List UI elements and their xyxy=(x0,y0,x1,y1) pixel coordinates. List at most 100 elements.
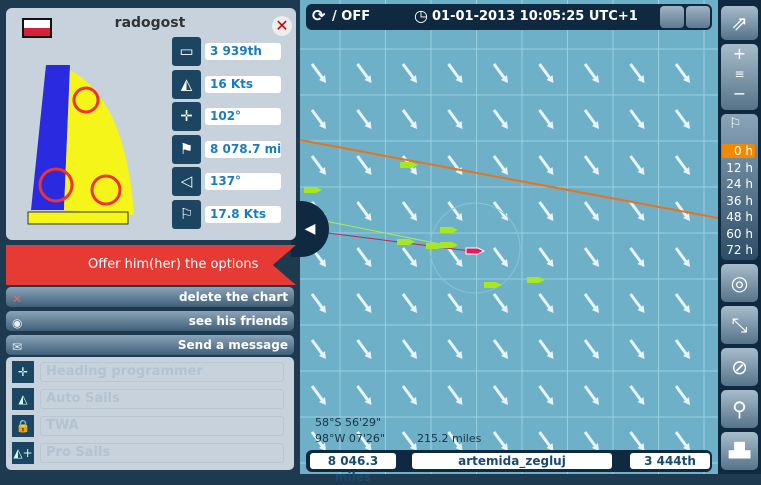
offer-options-banner[interactable]: Offer him(her) the options xyxy=(6,245,296,285)
wind-arrow-icon xyxy=(629,109,643,126)
forecast-hour-3[interactable]: 36 h xyxy=(726,193,753,208)
forecast-hour-0[interactable]: 0 h xyxy=(722,144,755,158)
wind-arrow-icon xyxy=(447,247,461,264)
wind-arrow-head xyxy=(455,305,463,313)
wind-arrow-head xyxy=(410,443,417,451)
wind-arrow-icon xyxy=(674,63,689,80)
opponent-boat[interactable] xyxy=(400,162,418,168)
ranking-podium-icon[interactable]: ▟▙ xyxy=(721,432,758,470)
wind-arrow-icon xyxy=(447,339,461,356)
wind-arrow-icon xyxy=(447,201,461,218)
opponent-boat[interactable] xyxy=(304,187,322,193)
see-friends-button[interactable]: ◉ see his friends xyxy=(6,311,294,331)
sync-status[interactable]: / OFF xyxy=(332,9,371,24)
wind-arrow-icon xyxy=(356,339,370,356)
fullscreen-icon[interactable]: ⇗ xyxy=(721,6,758,40)
wind-arrow-icon xyxy=(674,339,689,356)
wind-arrow-head xyxy=(455,397,463,405)
zoom-out-icon[interactable]: − xyxy=(732,84,747,103)
stat-value: 8 078.7 miles xyxy=(205,140,281,158)
settings-gear-icon[interactable] xyxy=(686,6,710,28)
wind-arrow-icon xyxy=(310,155,325,172)
opponent-boat[interactable] xyxy=(426,243,444,249)
pro-sails-icon: ◭+ xyxy=(12,442,34,464)
opponent-boat[interactable] xyxy=(484,282,502,288)
forecast-hour-4[interactable]: 48 h xyxy=(726,210,753,224)
delete-icon: ✕ xyxy=(12,292,23,306)
wind-arrow-head xyxy=(501,259,508,267)
forecast-hour-1[interactable]: 12 h xyxy=(726,160,753,175)
fit-view-icon[interactable]: ⤡ xyxy=(721,306,758,344)
wind-arrow-icon xyxy=(583,109,598,126)
wind-arrow-head xyxy=(319,443,326,451)
wind-arrow-icon xyxy=(447,431,461,448)
opponent-boat[interactable] xyxy=(440,227,458,233)
wind-arrow-icon xyxy=(538,431,552,448)
stat-value: 102° xyxy=(205,108,281,125)
wind-arrow-head xyxy=(683,259,690,267)
wind-arrow-head xyxy=(592,75,599,83)
forecast-hour-2[interactable]: 24 h xyxy=(726,177,753,191)
wind-arrow-head xyxy=(546,259,554,267)
windsock-icon: ⚐ xyxy=(729,116,742,132)
boat-name[interactable]: artemida_zegluj xyxy=(412,453,612,469)
wind-arrow-head xyxy=(364,121,372,129)
zoom-in-icon[interactable]: + xyxy=(732,44,747,63)
wind-arrow-icon xyxy=(401,247,416,264)
wind-arrow-head xyxy=(364,213,372,221)
send-message-button[interactable]: ✉ Send a message xyxy=(6,335,294,355)
search-icon[interactable]: ⚲ xyxy=(721,390,758,428)
wind-arrow-icon xyxy=(310,339,325,356)
wind-arrow-icon xyxy=(492,293,507,310)
wind-arrow-head xyxy=(455,121,463,129)
wind-arrow-head xyxy=(364,259,372,267)
top-bar: ⟳ / OFF ◷ 01-01-2013 10:05:25 UTC+1 xyxy=(306,4,712,30)
friends-filter-icon[interactable]: ◎ xyxy=(721,264,758,302)
longitude: 98°W 07'26" xyxy=(315,432,385,445)
wind-arrow-icon xyxy=(629,247,643,264)
zoom-control[interactable]: + ≡ − xyxy=(721,44,758,110)
no-messages-icon[interactable]: ⊘ xyxy=(721,348,758,386)
wind-arrow-icon xyxy=(356,247,370,264)
delete-chart-button[interactable]: ✕ delete the chart xyxy=(6,287,294,307)
wind-arrow-head xyxy=(546,443,554,451)
wind-arrow-icon xyxy=(310,63,325,80)
forecast-hour-6[interactable]: 72 h xyxy=(726,243,753,257)
opponent-boat[interactable] xyxy=(527,277,545,283)
wind-arrow-head xyxy=(592,305,599,313)
wind-arrow-head xyxy=(592,121,599,129)
opponent-boat[interactable] xyxy=(397,239,415,245)
close-icon[interactable]: ✕ xyxy=(272,16,292,36)
wind-arrow-head xyxy=(683,443,690,451)
heading-programmer-option: ✛ Heading programmer xyxy=(8,361,288,383)
map-canvas[interactable] xyxy=(300,0,718,474)
help-lifebuoy-icon[interactable] xyxy=(660,6,684,28)
remaining-distance: 8 046.3 miles xyxy=(310,453,396,484)
wind-arrow-head xyxy=(637,305,645,313)
heading-icon: ✛ xyxy=(12,361,34,383)
wind-arrow-head xyxy=(683,213,690,221)
opponent-boat[interactable] xyxy=(440,242,458,248)
wind-arrow-icon xyxy=(447,109,461,126)
heading-compass-icon: ✛ xyxy=(172,102,201,131)
poland-flag-icon xyxy=(22,18,52,38)
sync-icon[interactable]: ⟳ xyxy=(312,6,326,25)
wind-arrow-head xyxy=(501,121,508,129)
envelope-icon: ✉ xyxy=(12,340,23,354)
wind-arrow-head xyxy=(455,75,463,83)
wind-arrow-head xyxy=(319,351,326,359)
wind-arrow-head xyxy=(501,351,508,359)
wind-arrow-icon xyxy=(492,247,507,264)
wind-arrow-head xyxy=(637,443,645,451)
sail-illustration xyxy=(27,65,134,225)
wind-angle-icon: ◁ xyxy=(172,167,201,196)
forecast-hour-5[interactable]: 60 h xyxy=(726,226,753,241)
wind-arrow-icon xyxy=(674,201,689,218)
label: see his friends xyxy=(188,314,288,328)
clock-icon: ◷ xyxy=(414,6,428,25)
map[interactable] xyxy=(300,0,718,474)
wind-arrow-icon xyxy=(674,385,689,402)
wind-arrow-head xyxy=(637,397,645,405)
wind-arrow-head xyxy=(364,167,372,175)
selected-boat[interactable] xyxy=(465,247,486,255)
